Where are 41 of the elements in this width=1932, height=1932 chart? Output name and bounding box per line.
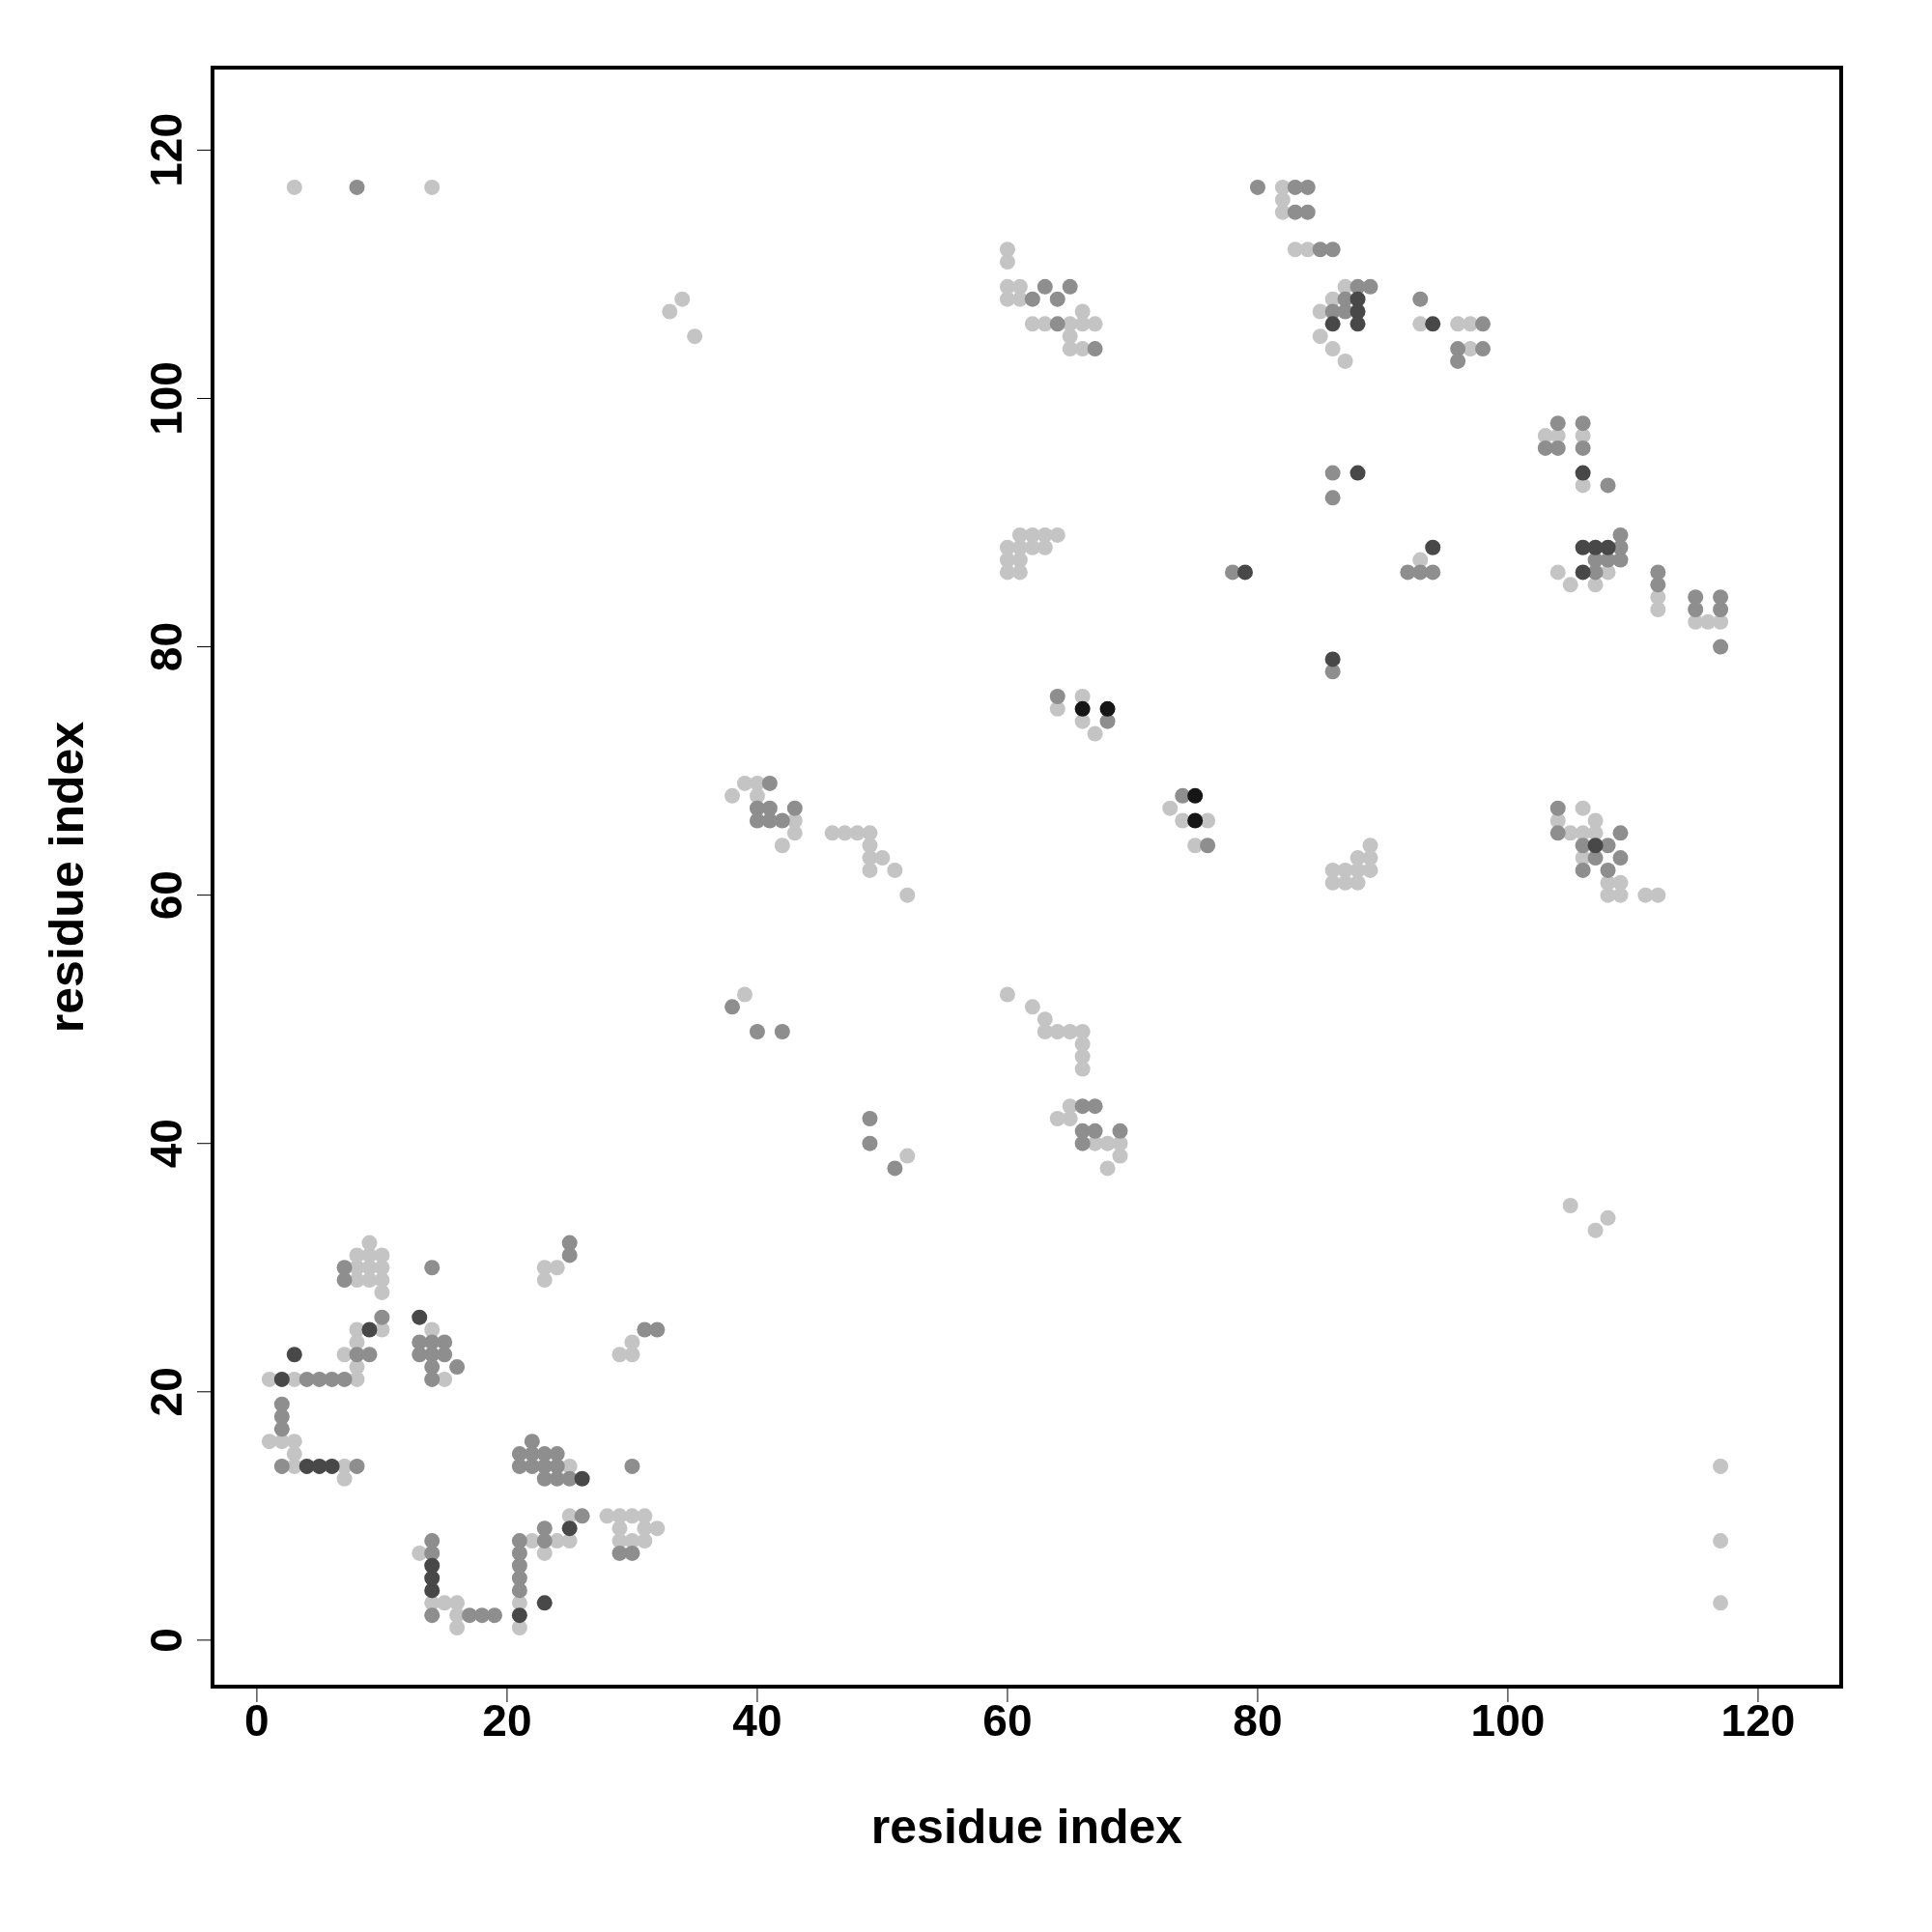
y-tick-label: 80 bbox=[141, 621, 191, 672]
y-tick-label: 100 bbox=[141, 361, 191, 436]
point bbox=[1575, 465, 1591, 481]
point bbox=[1575, 564, 1591, 581]
point bbox=[412, 1309, 428, 1325]
y-axis-title: residue index bbox=[39, 721, 94, 1034]
x-tick-label: 120 bbox=[1720, 1694, 1796, 1746]
point bbox=[511, 1607, 527, 1624]
y-tick-label: 0 bbox=[141, 1628, 191, 1653]
point bbox=[324, 1458, 340, 1474]
point bbox=[273, 1371, 290, 1387]
point bbox=[536, 1595, 553, 1611]
y-tick-label: 20 bbox=[141, 1367, 191, 1417]
point bbox=[1324, 651, 1341, 668]
point bbox=[424, 1582, 440, 1599]
point bbox=[1187, 812, 1204, 829]
point bbox=[1074, 700, 1091, 717]
x-tick-label: 0 bbox=[244, 1694, 270, 1746]
y-tick-label: 60 bbox=[141, 870, 191, 921]
point bbox=[1587, 838, 1604, 854]
point bbox=[1099, 700, 1116, 717]
point bbox=[1425, 316, 1441, 332]
x-tick-label: 20 bbox=[482, 1694, 532, 1746]
point bbox=[286, 1347, 302, 1363]
point bbox=[1350, 316, 1366, 332]
point bbox=[1600, 539, 1616, 555]
x-tick-label: 100 bbox=[1470, 1694, 1546, 1746]
y-tick-label: 40 bbox=[141, 1119, 191, 1169]
x-tick-label: 80 bbox=[1233, 1694, 1283, 1746]
y-tick-label: 120 bbox=[141, 113, 191, 187]
point bbox=[1425, 539, 1441, 555]
point bbox=[1324, 316, 1341, 332]
point bbox=[574, 1470, 590, 1487]
x-tick-label: 60 bbox=[982, 1694, 1033, 1746]
point bbox=[561, 1520, 578, 1537]
x-axis-title: residue index bbox=[870, 1800, 1183, 1854]
x-tick-label: 40 bbox=[732, 1694, 782, 1746]
point bbox=[1350, 465, 1366, 481]
point bbox=[1236, 564, 1253, 581]
point bbox=[1187, 787, 1204, 804]
point bbox=[361, 1321, 378, 1338]
